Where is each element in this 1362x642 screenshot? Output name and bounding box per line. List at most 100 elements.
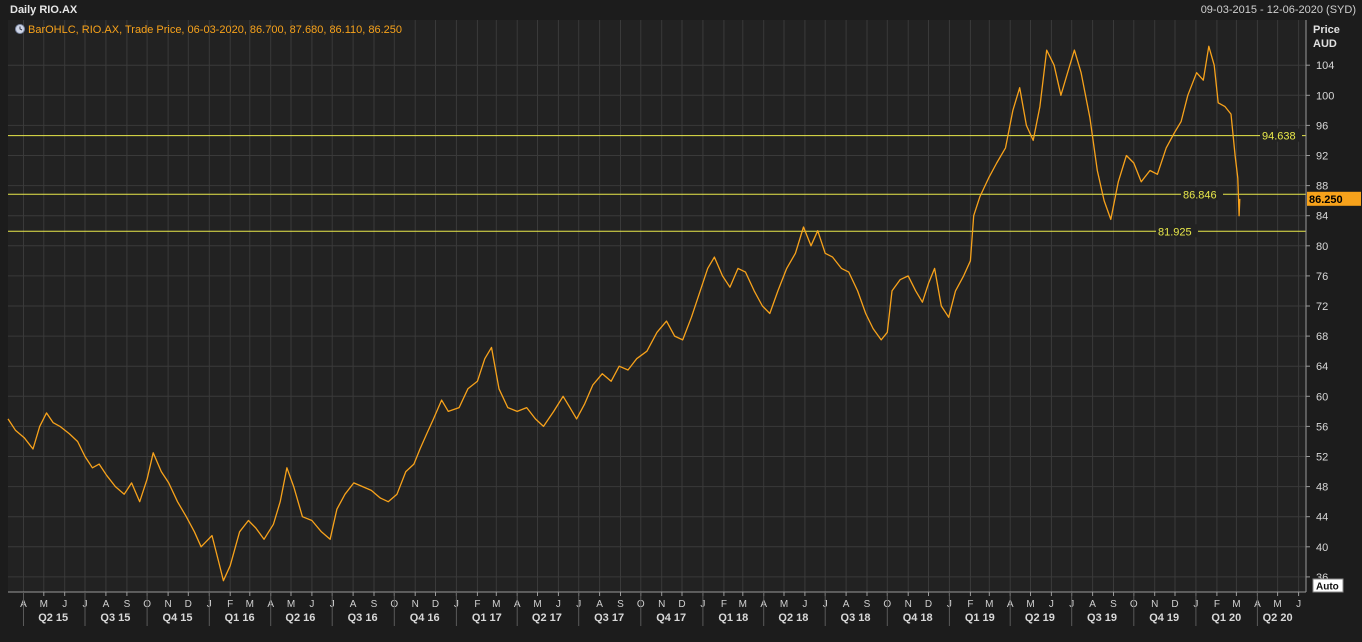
month-tick-label: N bbox=[1151, 599, 1158, 610]
legend-text: BarOHLC, RIO.AX, Trade Price, 06-03-2020… bbox=[28, 24, 402, 36]
month-tick-label: A bbox=[596, 599, 603, 610]
month-tick-label: J bbox=[1296, 599, 1301, 610]
y-tick-label: 84 bbox=[1316, 211, 1328, 223]
level-label: 94.638 bbox=[1262, 131, 1296, 143]
price-line bbox=[7, 45, 1241, 582]
y-tick-label: 100 bbox=[1316, 90, 1334, 102]
month-tick-label: S bbox=[1110, 599, 1117, 610]
quarter-label: Q2 16 bbox=[285, 612, 315, 624]
month-tick-label: M bbox=[287, 599, 295, 610]
y-tick-label: 80 bbox=[1316, 241, 1328, 253]
grid bbox=[8, 20, 1306, 592]
level-label-bg bbox=[1181, 187, 1223, 201]
month-tick-label: M bbox=[533, 599, 541, 610]
month-tick-label: S bbox=[864, 599, 871, 610]
quarter-label: Q4 15 bbox=[163, 612, 193, 624]
month-tick-label: A bbox=[350, 599, 357, 610]
quarter-label: Q3 16 bbox=[348, 612, 378, 624]
month-tick-label: A bbox=[103, 599, 110, 610]
y-axis-title: Price AUD bbox=[1313, 24, 1340, 50]
level-label: 86.846 bbox=[1183, 189, 1217, 201]
month-tick-label: N bbox=[412, 599, 419, 610]
y-tick-label: 44 bbox=[1316, 512, 1328, 524]
quarter-label: Q2 19 bbox=[1025, 612, 1055, 624]
month-tick-label: D bbox=[1171, 599, 1178, 610]
quarter-label: Q3 15 bbox=[100, 612, 130, 624]
month-tick-label: A bbox=[843, 599, 850, 610]
quarter-label: Q1 16 bbox=[225, 612, 255, 624]
quarter-label: Q1 18 bbox=[718, 612, 748, 624]
month-tick-label: M bbox=[40, 599, 48, 610]
month-tick-label: S bbox=[124, 599, 131, 610]
month-tick-label: M bbox=[246, 599, 254, 610]
chart-title: Daily RIO.AX bbox=[10, 4, 78, 16]
month-tick-label: S bbox=[617, 599, 624, 610]
quarter-label: Q2 20 bbox=[1263, 612, 1293, 624]
month-tick-label: D bbox=[925, 599, 932, 610]
y-tick-label: 104 bbox=[1316, 60, 1334, 72]
quarter-label: Q3 17 bbox=[594, 612, 624, 624]
y-tick-label: 72 bbox=[1316, 301, 1328, 313]
month-tick-label: F bbox=[1214, 599, 1220, 610]
level-label-bg bbox=[1156, 224, 1198, 238]
month-tick-label: M bbox=[492, 599, 500, 610]
auto-scale-button[interactable]: Auto bbox=[1312, 578, 1344, 593]
month-tick-label: F bbox=[967, 599, 973, 610]
quarter-label: Q4 19 bbox=[1149, 612, 1179, 624]
quarter-label: Q1 17 bbox=[472, 612, 502, 624]
month-tick-label: J bbox=[802, 599, 807, 610]
y-tick-label: 40 bbox=[1316, 542, 1328, 554]
month-tick-label: J bbox=[556, 599, 561, 610]
y-tick-label: 88 bbox=[1316, 181, 1328, 193]
y-tick-label: 96 bbox=[1316, 120, 1328, 132]
date-range[interactable]: 09-03-2015 - 12-06-2020 (SYD) bbox=[1200, 4, 1356, 16]
level-label-bg bbox=[1260, 128, 1302, 142]
month-tick-label: M bbox=[1232, 599, 1240, 610]
quarter-label: Q1 20 bbox=[1211, 612, 1241, 624]
y-tick-label: 56 bbox=[1316, 421, 1328, 433]
quarter-label: Q1 19 bbox=[965, 612, 995, 624]
y-tick-label: 60 bbox=[1316, 391, 1328, 403]
quarter-label: Q4 18 bbox=[903, 612, 933, 624]
month-tick-label: S bbox=[371, 599, 378, 610]
quarter-label: Q3 18 bbox=[841, 612, 871, 624]
month-tick-label: M bbox=[739, 599, 747, 610]
month-tick-label: M bbox=[985, 599, 993, 610]
month-tick-label: M bbox=[780, 599, 788, 610]
y-axis-title-line-2: AUD bbox=[1313, 38, 1337, 50]
level-labels: 94.638 86.846 81.925 bbox=[1156, 128, 1302, 238]
last-price-tag bbox=[1307, 191, 1361, 206]
month-tick-label: D bbox=[678, 599, 685, 610]
y-tick-label: 64 bbox=[1316, 361, 1328, 373]
auto-button-bg[interactable] bbox=[1312, 578, 1344, 593]
month-tick-label: D bbox=[432, 599, 439, 610]
month-tick-label: N bbox=[658, 599, 665, 610]
horizontal-levels[interactable] bbox=[8, 135, 1306, 232]
quarter-label: Q4 16 bbox=[410, 612, 440, 624]
month-tick-label: J bbox=[1049, 599, 1054, 610]
month-tick-label: F bbox=[474, 599, 480, 610]
month-tick-label: F bbox=[227, 599, 233, 610]
clock-hands bbox=[19, 26, 23, 31]
y-axis: 3640444852566064687276808488929610010486… bbox=[1305, 20, 1361, 592]
auto-button-label[interactable]: Auto bbox=[1316, 582, 1339, 593]
quarter-label: Q3 19 bbox=[1087, 612, 1117, 624]
y-tick-label: 92 bbox=[1316, 151, 1328, 163]
level-label: 81.925 bbox=[1158, 226, 1192, 238]
quarter-label: Q2 17 bbox=[532, 612, 562, 624]
legend[interactable]: BarOHLC, RIO.AX, Trade Price, 06-03-2020… bbox=[15, 24, 403, 36]
quarter-label: Q2 15 bbox=[38, 612, 68, 624]
month-tick-label: D bbox=[185, 599, 192, 610]
month-tick-label: M bbox=[1026, 599, 1034, 610]
price-series bbox=[7, 45, 1241, 582]
quarter-label: Q2 18 bbox=[778, 612, 808, 624]
y-tick-label: 76 bbox=[1316, 271, 1328, 283]
y-tick-label: 48 bbox=[1316, 482, 1328, 494]
month-tick-label: F bbox=[721, 599, 727, 610]
y-tick-label: 68 bbox=[1316, 331, 1328, 343]
month-tick-label: J bbox=[309, 599, 314, 610]
last-price-label: 86.250 bbox=[1309, 194, 1343, 206]
month-tick-label: J bbox=[62, 599, 67, 610]
month-tick-label: N bbox=[164, 599, 171, 610]
